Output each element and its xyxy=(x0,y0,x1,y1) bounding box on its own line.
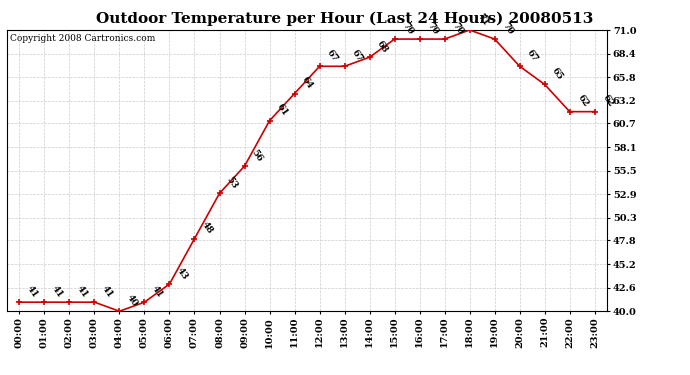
Text: Copyright 2008 Cartronics.com: Copyright 2008 Cartronics.com xyxy=(10,34,155,43)
Text: 40: 40 xyxy=(125,293,139,309)
Text: 41: 41 xyxy=(75,284,90,299)
Text: 67: 67 xyxy=(325,48,339,63)
Text: 64: 64 xyxy=(300,75,315,91)
Text: 41: 41 xyxy=(50,284,65,299)
Text: 67: 67 xyxy=(525,48,540,63)
Text: 65: 65 xyxy=(550,66,565,82)
Text: 67: 67 xyxy=(350,48,365,63)
Text: 43: 43 xyxy=(175,266,190,281)
Text: 71: 71 xyxy=(475,12,490,27)
Text: 62: 62 xyxy=(600,93,615,109)
Text: 53: 53 xyxy=(225,175,239,190)
Text: 70: 70 xyxy=(450,21,464,36)
Text: 70: 70 xyxy=(500,21,515,36)
Text: 48: 48 xyxy=(200,220,215,236)
Text: 61: 61 xyxy=(275,102,290,118)
Text: Outdoor Temperature per Hour (Last 24 Hours) 20080513: Outdoor Temperature per Hour (Last 24 Ho… xyxy=(97,11,593,26)
Text: 62: 62 xyxy=(575,93,590,109)
Text: 70: 70 xyxy=(400,21,415,36)
Text: 68: 68 xyxy=(375,39,390,54)
Text: 70: 70 xyxy=(425,21,440,36)
Text: 41: 41 xyxy=(100,284,115,299)
Text: 41: 41 xyxy=(25,284,39,299)
Text: 56: 56 xyxy=(250,148,265,163)
Text: 41: 41 xyxy=(150,284,165,299)
